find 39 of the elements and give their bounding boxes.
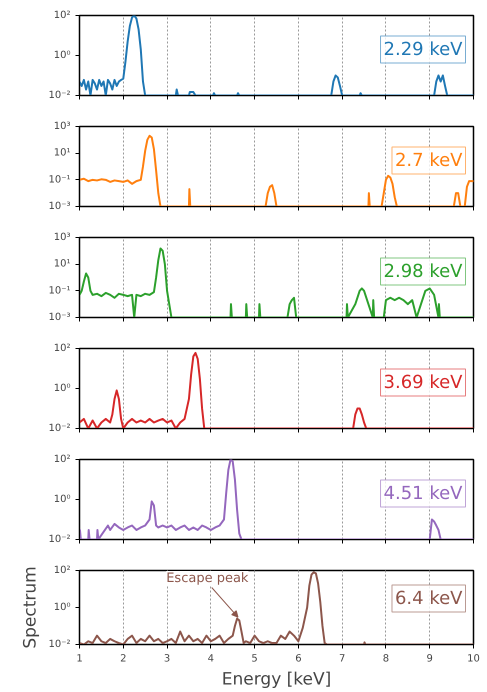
y-tick-label: 10⁰ xyxy=(54,494,70,505)
y-tick-label: 10⁰ xyxy=(54,50,70,61)
x-tick-label: 10 xyxy=(467,654,480,664)
y-tick-label: 10⁻³ xyxy=(48,312,71,323)
y-tick-label: 10⁻² xyxy=(48,423,71,434)
y-tick-label: 10² xyxy=(54,565,70,576)
y-tick-label: 10¹ xyxy=(54,148,70,159)
x-axis-title: Energy [keV] xyxy=(222,670,332,690)
x-tick-label: 2 xyxy=(120,654,126,664)
x-tick-label: 5 xyxy=(251,654,258,664)
y-tick-label: 10⁻¹ xyxy=(48,174,71,186)
annotation: 2.29 keV xyxy=(384,39,464,60)
y-tick-label: 10⁻² xyxy=(48,534,71,545)
annotation: 6.4 keV xyxy=(394,588,464,609)
y-tick-label: 10² xyxy=(54,454,70,465)
y-axis-title: Spectrum xyxy=(20,566,40,649)
x-tick-label: 4 xyxy=(208,654,214,664)
y-tick-label: 10² xyxy=(54,10,70,21)
x-tick-label: 8 xyxy=(382,654,390,664)
y-tick-label: 10³ xyxy=(54,121,70,132)
y-tick-label: 10¹ xyxy=(54,258,70,270)
y-tick-label: 10⁻² xyxy=(48,90,71,101)
annotation: 2.98 keV xyxy=(384,261,464,282)
x-tick-label: 1 xyxy=(76,654,83,664)
y-tick-label: 10⁻¹ xyxy=(48,285,71,296)
y-tick-label: 10² xyxy=(54,343,70,354)
annotation: 4.51 keV xyxy=(384,483,464,504)
annotation: Escape peak xyxy=(166,571,249,586)
x-tick-label: 3 xyxy=(164,654,170,664)
y-tick-label: 10⁻³ xyxy=(48,201,71,212)
y-tick-label: 10⁰ xyxy=(54,383,70,394)
y-tick-label: 10⁻² xyxy=(48,639,71,650)
y-tick-label: 10⁰ xyxy=(54,602,70,613)
y-tick-label: 10³ xyxy=(54,232,70,243)
annotation: 3.69 keV xyxy=(384,372,464,393)
x-tick-label: 7 xyxy=(338,654,346,664)
annotation: 2.7 keV xyxy=(394,150,464,171)
x-tick-label: 6 xyxy=(295,654,302,664)
x-tick-label: 9 xyxy=(426,654,433,664)
